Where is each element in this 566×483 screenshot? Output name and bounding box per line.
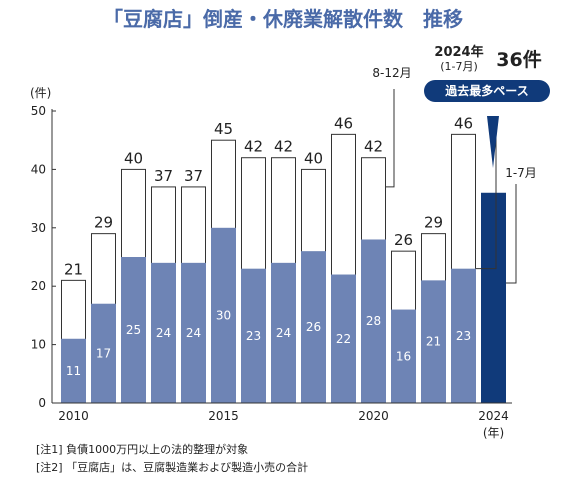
x-tick-label: 2024 — [478, 409, 509, 423]
bar-inner — [121, 257, 146, 403]
bar-inner — [211, 227, 236, 403]
highlight-count: 36件 — [496, 48, 541, 71]
total-data-label: 26 — [394, 231, 413, 249]
total-data-label: 45 — [214, 120, 233, 138]
y-tick-label: 0 — [38, 396, 46, 410]
y-axis: 0 10 20 30 40 50 (件) — [30, 86, 56, 410]
highlight-badge — [424, 80, 550, 102]
inner-data-label: 26 — [306, 320, 321, 334]
total-data-label: 42 — [364, 138, 383, 156]
inner-data-label: 30 — [216, 308, 231, 322]
bar-inner — [61, 338, 86, 403]
callout-leader — [476, 130, 497, 270]
bar-series — [61, 133, 506, 404]
total-data-label: 40 — [124, 149, 143, 167]
bar-inner — [91, 303, 116, 403]
highlight-badge-label: 過去最多ペース — [444, 83, 528, 98]
bar-inner — [301, 251, 326, 403]
inner-data-label: 22 — [336, 332, 351, 346]
inner-data-label: 21 — [426, 335, 441, 349]
inner-data-label: 24 — [156, 326, 171, 340]
bar-highlight — [481, 192, 506, 403]
y-tick-label: 20 — [31, 279, 46, 293]
total-data-label: 40 — [304, 149, 323, 167]
bar-inner — [361, 239, 386, 403]
highlight-year: 2024年 — [434, 44, 483, 60]
y-tick-label: 40 — [31, 162, 46, 176]
bar-inner — [331, 274, 356, 403]
bar-inner — [241, 268, 266, 403]
total-data-label: 37 — [184, 167, 203, 185]
inner-data-label: 28 — [366, 314, 381, 328]
bar-inner — [451, 268, 476, 403]
callout-leader — [386, 89, 395, 188]
total-data-label: 21 — [64, 260, 83, 278]
highlight-pointer — [487, 116, 499, 168]
inner-data-label: 23 — [246, 329, 261, 343]
inner-data-label: 17 — [96, 346, 111, 360]
x-tick-label: 2010 — [58, 409, 89, 423]
highlight-period: (1-7月) — [440, 60, 478, 73]
inner-data-label: 25 — [126, 323, 141, 337]
bar-inner — [181, 262, 206, 403]
inner-data-label: 24 — [276, 326, 291, 340]
total-data-label: 29 — [424, 214, 443, 232]
note-2: [注2] 「豆腐店」は、豆腐製造業および製造小売の合計 — [36, 461, 309, 474]
data-labels: 21 11 29 17 40 25 37 24 37 24 45 30 42 23 42 24 40 26 46 22… — [64, 114, 473, 378]
bar-inner — [151, 262, 176, 403]
bar-inner — [421, 280, 446, 403]
total-data-label: 37 — [154, 167, 173, 185]
total-data-label: 42 — [274, 138, 293, 156]
inner-data-label: 23 — [456, 329, 471, 343]
bar-inner — [391, 309, 416, 403]
total-data-label: 29 — [94, 214, 113, 232]
x-tick-label: 2020 — [358, 409, 389, 423]
annotation-1-7: 1-7月 — [505, 166, 537, 180]
total-data-label: 46 — [334, 114, 353, 132]
y-tick-label: 30 — [31, 221, 46, 235]
note-1: [注1] 負債1000万円以上の法的整理が対象 — [36, 443, 249, 456]
x-axis-unit: (年) — [483, 426, 504, 440]
chart-title: 「豆腐店」倒産・休廃業解散件数 推移 — [103, 7, 463, 31]
x-axis: 2010 2015 2020 2024 (年) — [52, 402, 512, 440]
inner-data-label: 24 — [186, 326, 201, 340]
total-data-label: 42 — [244, 138, 263, 156]
y-tick-label: 10 — [31, 338, 46, 352]
callout-leader — [506, 184, 517, 284]
total-data-label: 46 — [454, 114, 473, 132]
y-axis-unit: (件) — [30, 86, 51, 100]
x-tick-label: 2015 — [208, 409, 239, 423]
annotation-8-12: 8-12月 — [372, 66, 411, 80]
y-tick-label: 50 — [31, 104, 46, 118]
inner-data-label: 16 — [396, 349, 411, 363]
inner-data-label: 11 — [66, 364, 81, 378]
bar-inner — [271, 262, 296, 403]
